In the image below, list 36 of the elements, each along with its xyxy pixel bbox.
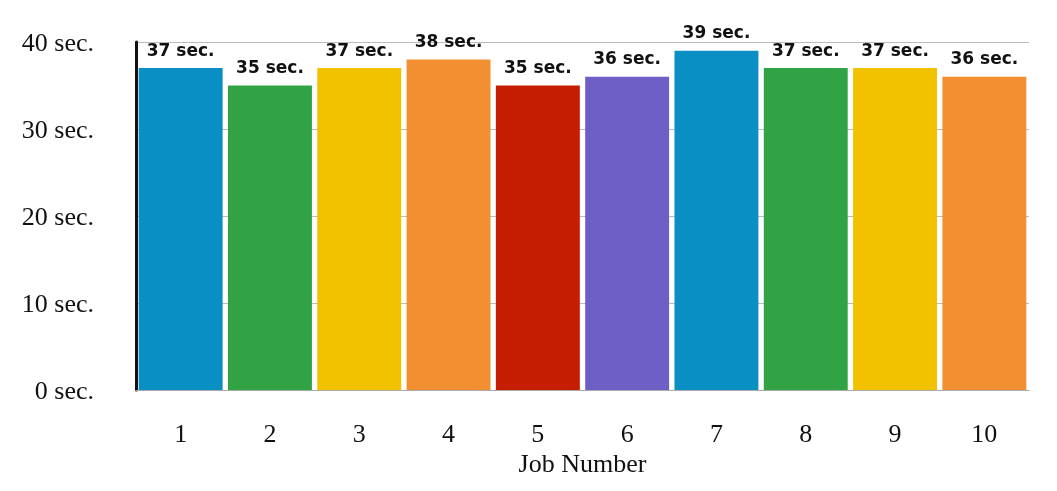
bar xyxy=(406,59,491,390)
data-label: 37 sec. xyxy=(861,39,929,60)
x-axis-title: Job Number xyxy=(518,449,647,479)
data-label: 36 sec. xyxy=(593,48,662,69)
data-label: 37 sec. xyxy=(325,39,394,60)
x-tick-label: 10 xyxy=(971,418,998,448)
bar xyxy=(317,68,402,390)
x-tick-label: 9 xyxy=(888,418,902,448)
x-tick-label: 7 xyxy=(709,418,723,448)
y-tick-label: 30 sec. xyxy=(21,114,94,144)
bar xyxy=(674,50,759,390)
x-tick-label: 6 xyxy=(620,418,634,448)
x-tick-label: 8 xyxy=(799,418,813,448)
data-label: 39 sec. xyxy=(682,22,751,43)
x-tick-label: 1 xyxy=(174,418,188,448)
bar xyxy=(763,68,848,390)
y-tick-label: 10 sec. xyxy=(21,288,94,318)
data-label: 37 sec. xyxy=(771,39,840,60)
data-label: 37 sec. xyxy=(146,39,215,60)
y-tick-label: 0 sec. xyxy=(34,375,94,405)
data-label: 36 sec. xyxy=(950,48,1019,69)
x-tick-label: 5 xyxy=(531,418,545,448)
bar xyxy=(942,76,1027,390)
data-label: 38 sec. xyxy=(414,30,483,51)
data-label: 35 sec. xyxy=(503,57,572,77)
bar xyxy=(585,76,670,390)
bar xyxy=(495,85,580,390)
data-label: 35 sec. xyxy=(236,57,304,77)
x-tick-label: 2 xyxy=(263,418,277,448)
x-tick-label: 3 xyxy=(352,418,366,448)
bar xyxy=(227,85,312,390)
y-tick-label: 20 sec. xyxy=(21,201,94,231)
bar xyxy=(853,68,938,390)
y-tick-label: 40 sec. xyxy=(21,27,94,57)
x-tick-label: 4 xyxy=(442,418,456,448)
bar xyxy=(138,68,223,390)
